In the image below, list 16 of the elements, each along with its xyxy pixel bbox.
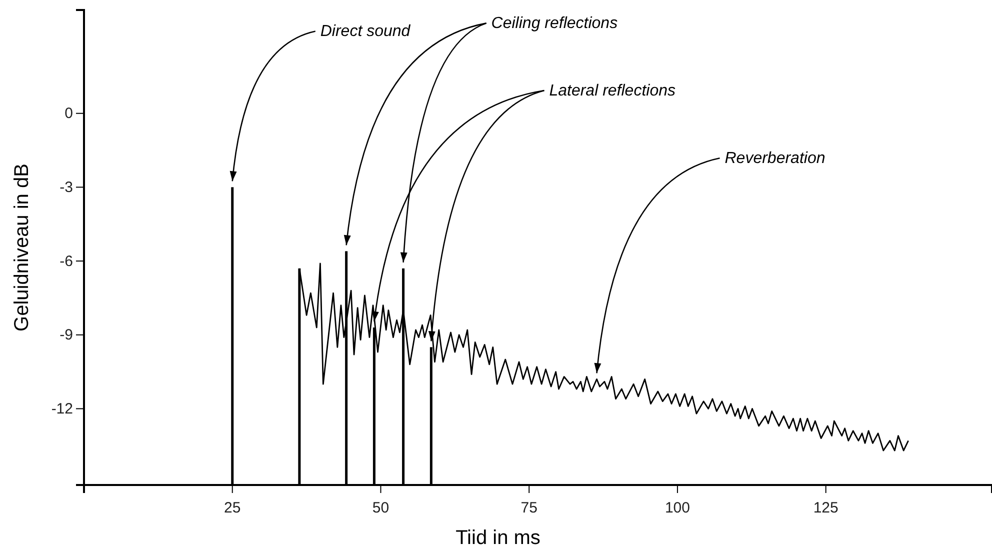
y-tick-label: -3 bbox=[60, 179, 73, 196]
y-axis-title: Geluidniveau in dB bbox=[11, 164, 33, 332]
x-tick-label: 25 bbox=[224, 500, 241, 516]
annotation: Lateral reflections bbox=[549, 82, 676, 100]
y-tick-label: -6 bbox=[60, 252, 73, 270]
x-axis-title: Tiid in ms bbox=[456, 527, 540, 549]
annotation: Ceiling reflections bbox=[491, 15, 618, 32]
y-tick-label: -12 bbox=[51, 400, 73, 418]
x-tick-label: 75 bbox=[520, 500, 538, 516]
y-tick-label: -9 bbox=[60, 326, 73, 344]
y-tick-label: 0 bbox=[64, 105, 73, 122]
annotation: Reverberation bbox=[724, 150, 826, 168]
x-tick-label: 125 bbox=[813, 500, 838, 516]
x-tick-label: 50 bbox=[372, 500, 390, 516]
annotation: Direct sound bbox=[320, 23, 412, 40]
x-tick-label: 100 bbox=[664, 500, 690, 516]
